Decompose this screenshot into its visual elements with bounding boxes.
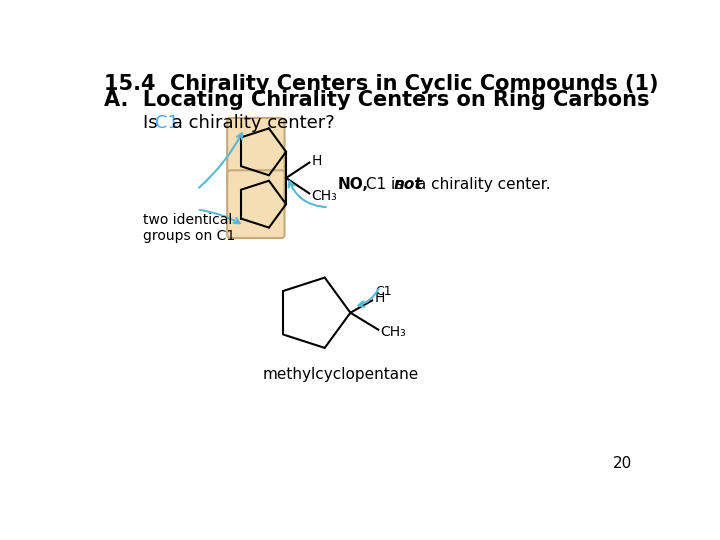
Text: A.  Locating Chirality Centers on Ring Carbons: A. Locating Chirality Centers on Ring Ca… [104,90,649,110]
Text: a chirality center?: a chirality center? [166,114,335,132]
FancyBboxPatch shape [228,170,284,238]
Text: H: H [374,291,384,305]
Text: NO,: NO, [338,177,369,192]
Text: Is: Is [143,114,163,132]
FancyBboxPatch shape [228,118,284,186]
Text: 15.4  Chirality Centers in Cyclic Compounds (1): 15.4 Chirality Centers in Cyclic Compoun… [104,74,659,94]
Text: a chirality center.: a chirality center. [413,177,551,192]
Text: CH₃: CH₃ [380,325,405,339]
Text: H: H [312,154,322,168]
Text: not: not [394,177,423,192]
Text: methylcyclopentane: methylcyclopentane [262,367,418,382]
Text: two identical
groups on C1: two identical groups on C1 [143,213,235,243]
Text: C1: C1 [155,114,179,132]
Text: C1 is: C1 is [361,177,408,192]
Text: C1: C1 [375,285,392,298]
Text: CH₃: CH₃ [311,188,337,202]
Text: 20: 20 [613,456,632,471]
